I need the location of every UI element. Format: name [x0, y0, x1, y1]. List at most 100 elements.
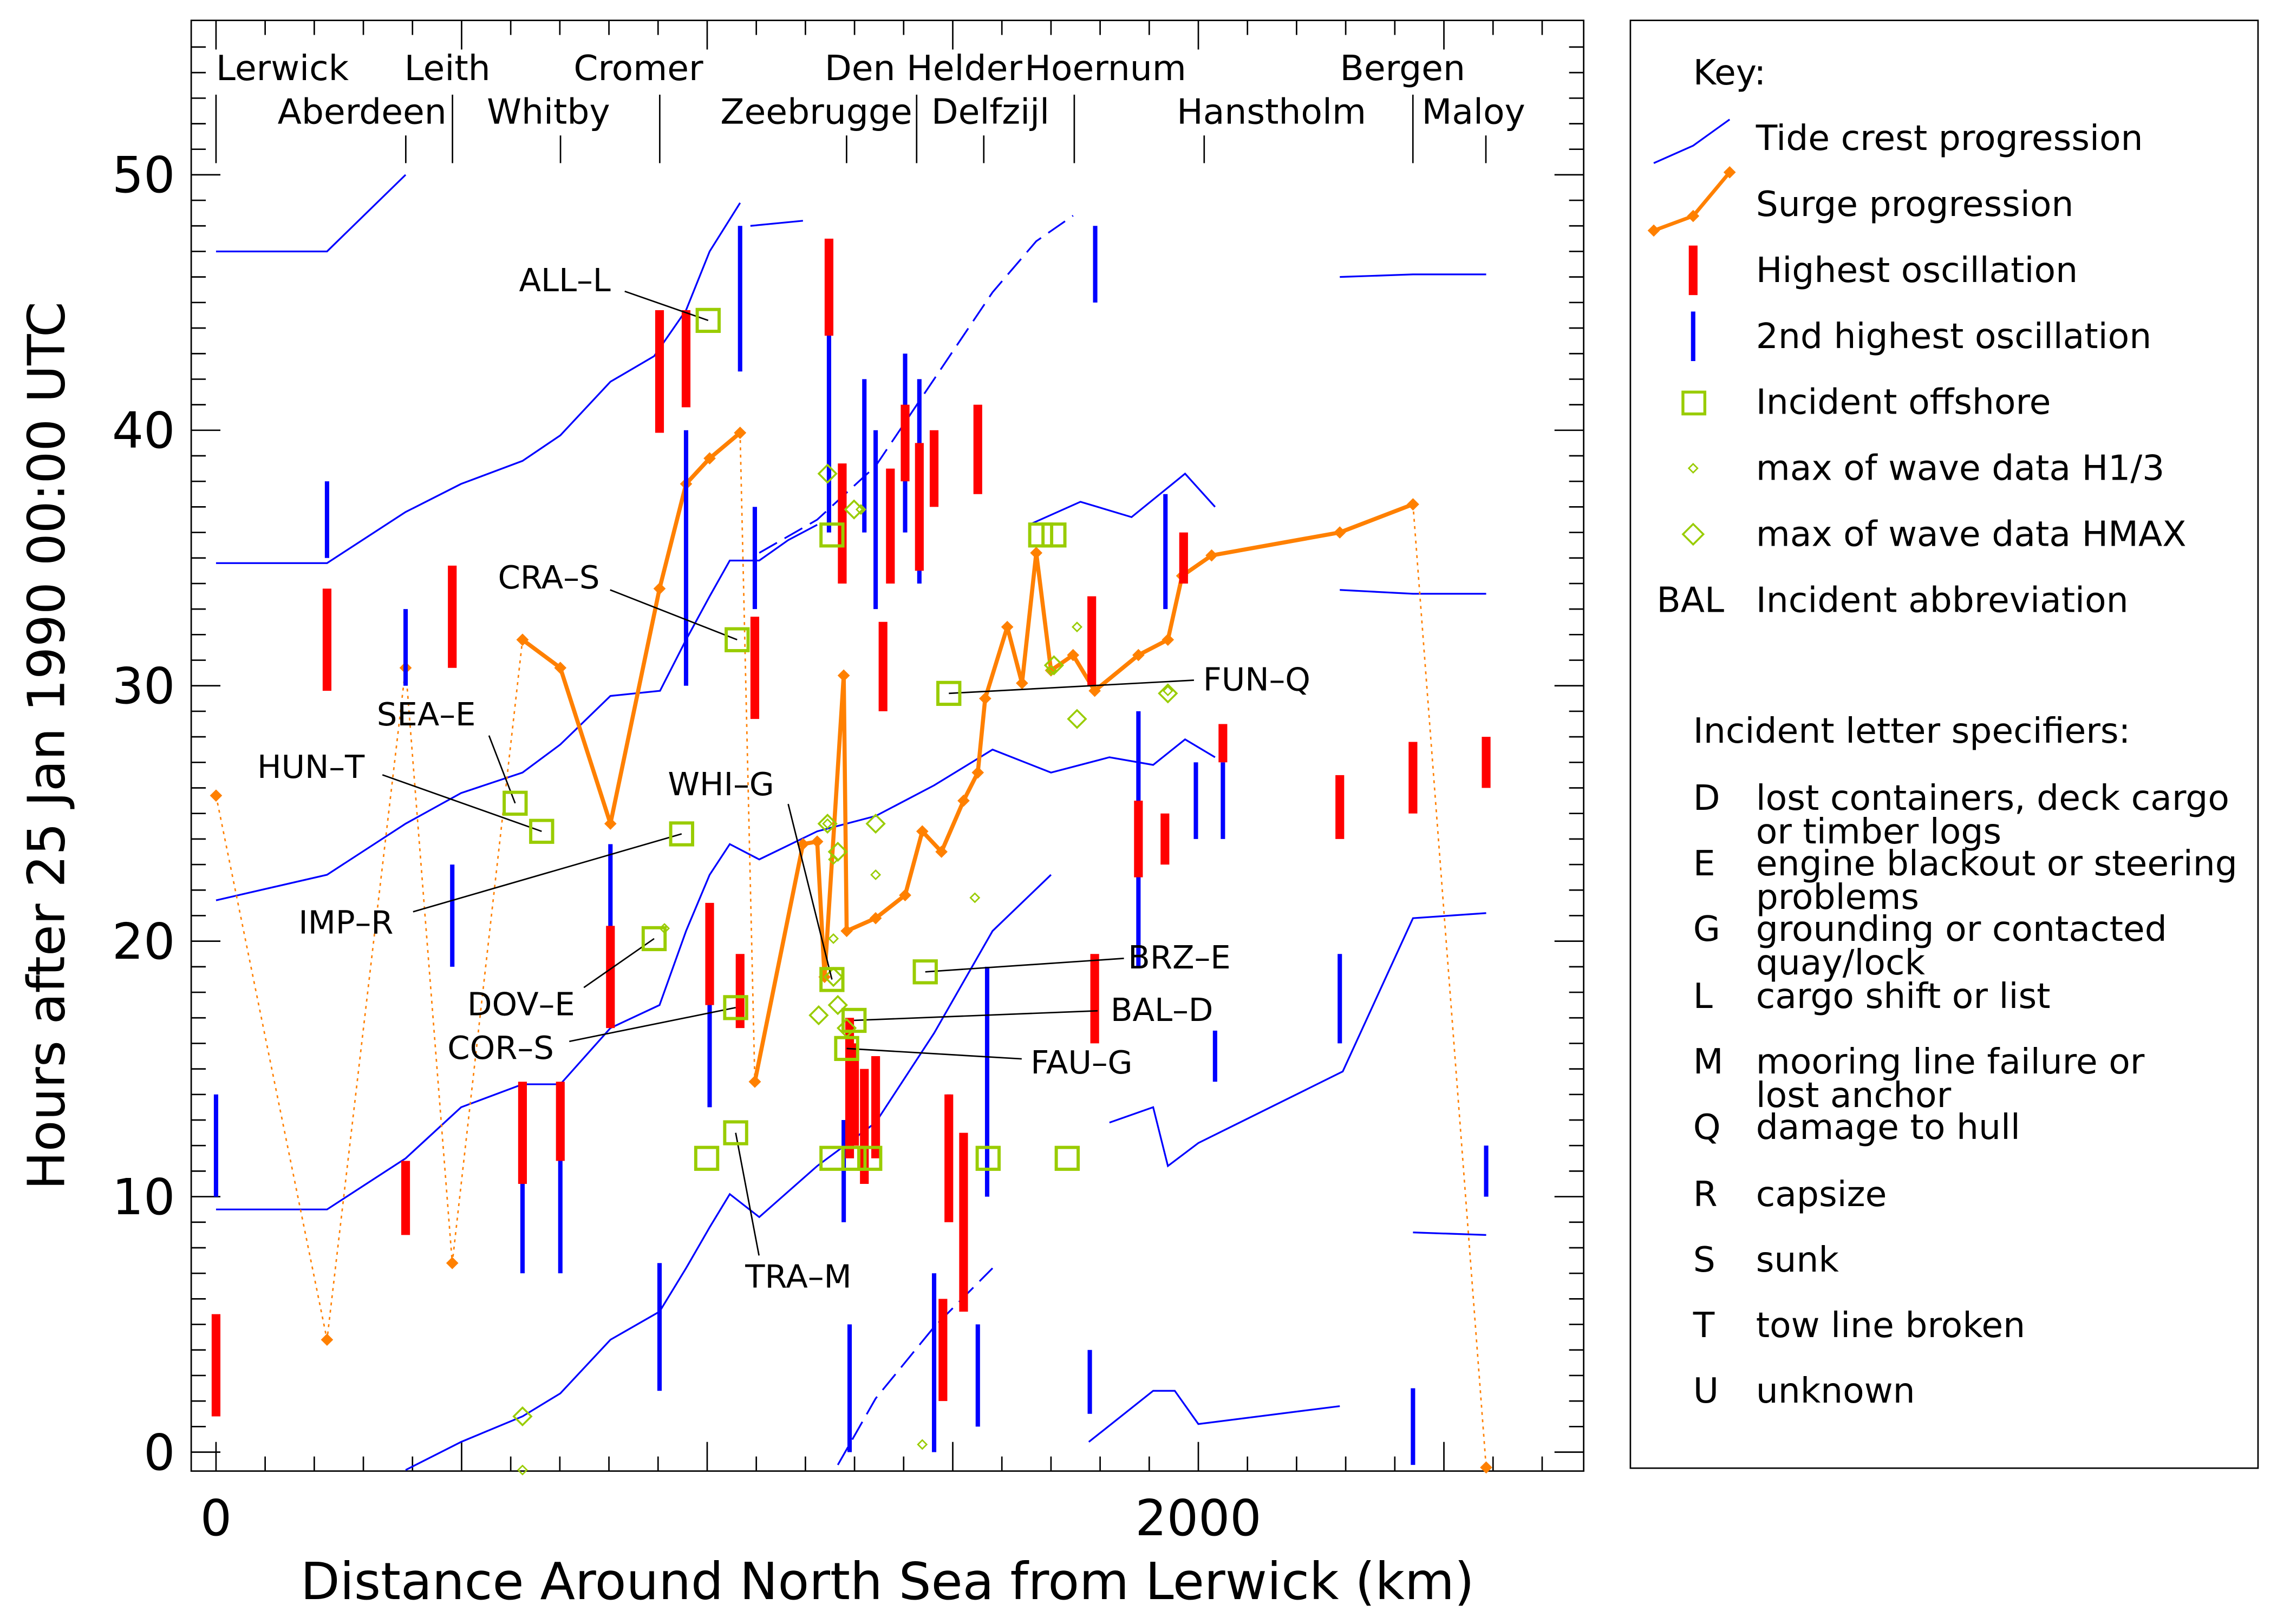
tide-crest-line	[759, 215, 1074, 554]
incident-label: SEA–E	[377, 696, 476, 733]
surge-point	[703, 452, 716, 465]
legend-surge-point	[1647, 224, 1660, 237]
wave-hmax-marker	[823, 967, 844, 987]
surge-link-dotted	[739, 433, 756, 1082]
wave-hmax-marker	[817, 813, 838, 834]
surge-point	[734, 427, 747, 439]
tide-crest-line	[216, 174, 407, 253]
surge-point	[1016, 677, 1028, 690]
specifier-letter: U	[1693, 1371, 1719, 1411]
incident-label: BRZ–E	[1128, 939, 1231, 976]
station-label: Leith	[404, 48, 491, 89]
legend-hmax-marker	[1681, 522, 1705, 546]
incident-label: WHI–G	[668, 765, 774, 803]
specifier-letter: D	[1693, 778, 1720, 818]
wave-h13-marker	[969, 892, 981, 903]
specifiers-title: Incident letter specifiers:	[1693, 711, 2131, 751]
specifier-description: capsize	[1756, 1174, 1887, 1215]
incident-label: CRA–S	[498, 559, 599, 596]
surge-point	[1030, 547, 1043, 559]
wave-h13-marker	[828, 933, 839, 944]
surge-point	[446, 1256, 459, 1269]
specifier-description: mooring line failure or	[1756, 1042, 2145, 1082]
incident-offshore-marker	[503, 790, 528, 816]
legend-title: Key:	[1693, 53, 1766, 93]
wave-h13-marker	[855, 504, 866, 515]
wave-hmax-marker	[827, 995, 848, 1016]
x-tick-label: 0	[200, 1489, 232, 1547]
tide-crest-line	[216, 202, 741, 564]
wave-hmax-marker	[844, 499, 864, 520]
surge-point	[916, 825, 929, 838]
wave-hmax-marker	[817, 463, 838, 484]
incident-offshore-marker	[912, 959, 938, 985]
incident-offshore-marker	[694, 1145, 720, 1171]
surge-point	[971, 766, 984, 779]
specifier-description: quay/lock	[1756, 942, 1926, 983]
plot-frame	[190, 19, 1584, 1472]
incident-leader-line	[413, 833, 682, 913]
station-label: Whitby	[487, 92, 610, 133]
specifier-letter: L	[1693, 976, 1713, 1017]
surge-point	[554, 662, 567, 675]
incident-leader-line	[610, 589, 738, 641]
specifier-description: lost anchor	[1756, 1075, 1952, 1116]
incident-leader-line	[624, 290, 709, 322]
tide-crest-line	[1413, 1232, 1486, 1236]
incident-offshore-marker	[936, 680, 962, 706]
surge-line	[753, 502, 1414, 1082]
incident-label: DOV–E	[467, 985, 575, 1023]
incident-offshore-marker	[975, 1145, 1001, 1171]
y-axis-title: Hours after 25 Jan 1990 00:00 UTC	[18, 302, 77, 1190]
legend-label: Highest oscillation	[1756, 250, 2078, 291]
incident-leader-line	[846, 1047, 1022, 1060]
surge-point	[1001, 620, 1014, 633]
legend: Key: Tide crest progression Surge progress…	[1647, 53, 2237, 1411]
incident-offshore-marker	[1028, 522, 1054, 548]
legend-h13-marker	[1687, 463, 1699, 474]
surge-point	[1333, 526, 1346, 539]
incident-leader-line	[569, 1007, 736, 1043]
incident-leader-line	[735, 1132, 760, 1256]
surge-point	[1407, 498, 1419, 510]
surge-point	[837, 669, 850, 682]
incident-offshore-marker	[1041, 522, 1067, 548]
specifier-letter: M	[1693, 1042, 1724, 1082]
legend-label: max of wave data HMAX	[1756, 514, 2187, 554]
surge-point	[957, 794, 970, 807]
incident-offshore-marker	[641, 926, 667, 952]
axes: 0 10 20 30 40 50 0 2000	[112, 20, 1584, 1547]
y-tick-label: 20	[112, 913, 175, 971]
x-axis-title: Distance Around North Sea from Lerwick (…	[301, 1553, 1474, 1612]
tide-crest-line	[1088, 1390, 1340, 1443]
wave-h13-marker	[517, 1464, 528, 1476]
incident-offshore-marker	[723, 995, 748, 1020]
specifier-letter: Q	[1693, 1107, 1721, 1148]
incident-offshore-marker	[725, 627, 750, 652]
incident-offshore-marker	[841, 1007, 867, 1033]
incident-label: BAL–D	[1111, 991, 1213, 1029]
specifier-letter: G	[1693, 909, 1720, 949]
specifier-description: lost containers, deck cargo	[1756, 778, 2229, 818]
incident-label: COR–S	[447, 1029, 554, 1066]
tide-crest-line	[1109, 912, 1486, 1168]
specifier-letter: E	[1693, 843, 1715, 884]
wave-h13-marker	[1071, 621, 1082, 633]
incident-label: ALL–L	[519, 261, 611, 299]
legend-label: max of wave data H1/3	[1756, 448, 2165, 489]
incident-offshore-marker	[723, 1120, 748, 1145]
legend-label: Incident abbreviation	[1756, 580, 2129, 620]
specifier-description: damage to hull	[1756, 1107, 2020, 1148]
station-label: Cromer	[573, 48, 703, 89]
surge-point	[869, 912, 882, 925]
tide-crest-line	[405, 874, 1052, 1471]
y-tick-label: 40	[112, 402, 175, 460]
wave-hmax-marker	[1158, 683, 1178, 704]
station-label: Den Helder	[825, 48, 1022, 89]
surge-point	[797, 838, 810, 850]
surge-point	[840, 925, 853, 938]
surge-point	[899, 889, 911, 902]
legend-surge-point	[1687, 209, 1700, 222]
